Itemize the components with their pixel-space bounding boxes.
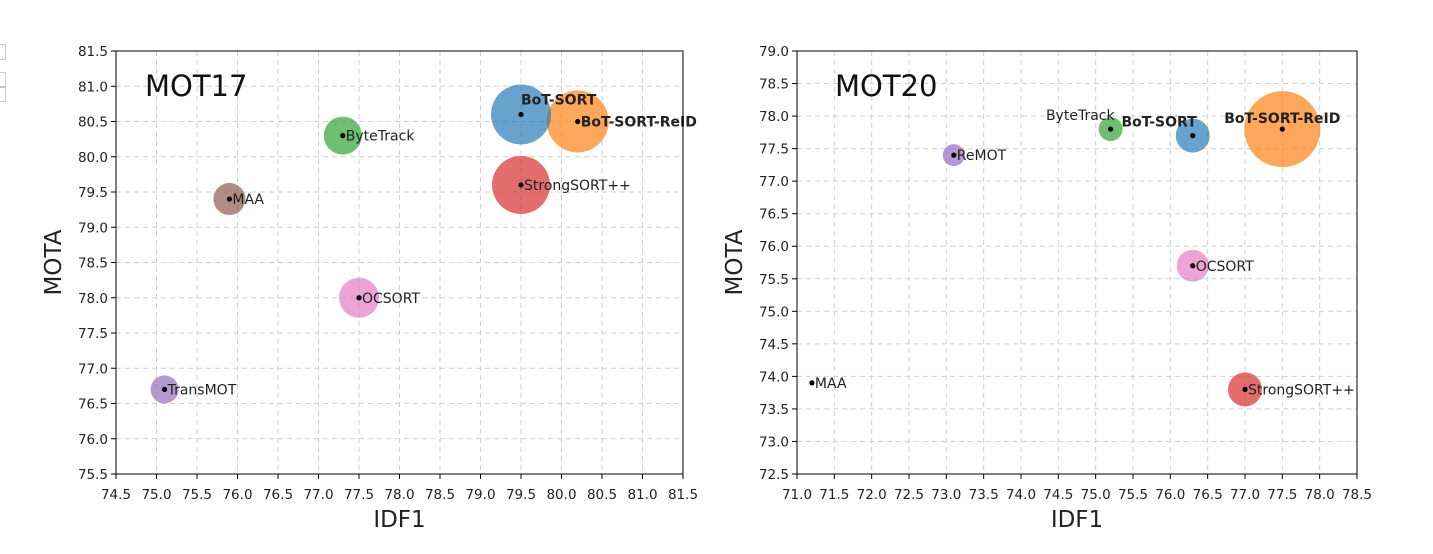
y-tick-label: 79.0 (759, 44, 789, 60)
chart-title: MOT20 (835, 69, 937, 103)
point-label: StrongSORT++ (1248, 382, 1355, 398)
x-tick-label: 80.0 (546, 487, 576, 503)
data-point-marker (340, 133, 346, 139)
y-tick-label: 77.0 (759, 174, 789, 190)
y-tick-label: 81.0 (78, 79, 108, 95)
y-axis-title: MOTA (41, 229, 67, 295)
data-point-marker (162, 386, 168, 392)
y-tick-label: 78.0 (78, 291, 108, 307)
point-label: ByteTrack (1046, 108, 1116, 124)
x-tick-label: 74.5 (1043, 487, 1073, 503)
y-tick-label: 76.0 (759, 239, 789, 255)
x-tick-label: 81.0 (627, 487, 657, 503)
chart-panel-mot20: ByteTrack BoT-SORT BoT-SORT-ReID ReMOT OCSOR… (722, 44, 1372, 533)
x-tick-label: 79.0 (465, 487, 495, 503)
point-label: OCSORT (362, 291, 420, 307)
x-tick-label: 76.5 (1193, 487, 1223, 503)
y-tick-label: 77.5 (759, 142, 789, 158)
x-tick-label: 77.5 (1267, 487, 1297, 503)
data-point-marker (518, 182, 524, 188)
data-point-marker (1279, 126, 1285, 132)
x-tick-label: 72.0 (857, 487, 887, 503)
y-tick-label: 78.0 (759, 109, 789, 125)
y-tick-label: 74.5 (759, 337, 789, 353)
plot-frame (796, 50, 1358, 475)
y-tick-label: 75.5 (78, 467, 108, 483)
y-tick-label: 74.0 (759, 369, 789, 385)
x-tick-label: 76.5 (263, 487, 293, 503)
y-tick-label: 73.5 (759, 402, 789, 418)
y-axis-title: MOTA (722, 229, 748, 295)
x-tick-label: 75.0 (1081, 487, 1111, 503)
x-tick-label: 79.5 (506, 487, 536, 503)
data-point-marker (226, 196, 232, 202)
data-point-marker (575, 118, 581, 125)
point-label: ByteTrack (346, 129, 416, 145)
x-tick-label: 78.5 (1342, 487, 1372, 503)
data-point-marker (518, 111, 524, 118)
data-point-marker (356, 295, 362, 301)
x-axis-title: IDF1 (373, 507, 425, 533)
x-tick-label: 81.5 (668, 487, 698, 503)
point-label: ReMOT (957, 148, 1007, 164)
y-tick-label: 72.5 (759, 467, 789, 483)
chart-panel-mot17: BoT-SORT BoT-SORT-ReID ByteTrack StrongSORT… (41, 44, 698, 533)
x-tick-label: 72.5 (894, 487, 924, 503)
y-tick-label: 76.5 (759, 207, 789, 223)
y-tick-label: 79.5 (78, 185, 108, 201)
point-label: TransMOT (167, 382, 237, 398)
x-tick-label: 75.5 (1118, 487, 1148, 503)
x-tick-label: 74.5 (101, 487, 131, 503)
point-label: BoT-SORT (521, 92, 597, 108)
x-tick-label: 71.5 (819, 487, 849, 503)
point-label: BoT-SORT-ReID (581, 115, 697, 131)
point-label: MAA (815, 376, 847, 392)
x-axis-title: IDF1 (1051, 507, 1103, 533)
x-tick-label: 77.0 (303, 487, 333, 503)
x-tick-label: 77.0 (1230, 487, 1260, 503)
y-tick-label: 78.5 (78, 256, 108, 272)
y-tick-label: 77.0 (78, 361, 108, 377)
point-label: StrongSORT++ (524, 178, 631, 194)
y-tick-label: 75.5 (759, 272, 789, 288)
y-tick-label: 80.5 (78, 115, 108, 131)
data-point-marker (951, 152, 957, 158)
data-point-marker (1108, 126, 1114, 132)
x-tick-label: 77.5 (344, 487, 374, 503)
y-tick-label: 78.5 (759, 77, 789, 93)
x-tick-label: 73.0 (931, 487, 961, 503)
data-point-marker (1242, 386, 1248, 392)
x-tick-label: 80.5 (587, 487, 617, 503)
y-tick-label: 77.5 (78, 326, 108, 342)
x-tick-label: 75.5 (182, 487, 212, 503)
y-tick-label: 76.5 (78, 397, 108, 413)
point-label: MAA (232, 192, 264, 208)
x-tick-label: 73.5 (969, 487, 999, 503)
x-tick-label: 71.0 (782, 487, 812, 503)
edge-marker-middle (0, 72, 6, 88)
data-point-marker (809, 380, 815, 386)
edge-marker-bottom (0, 86, 6, 102)
y-tick-label: 79.0 (78, 220, 108, 236)
x-tick-label: 75.0 (141, 487, 171, 503)
edge-marker-top (0, 44, 6, 60)
x-tick-label: 78.5 (425, 487, 455, 503)
point-label: BoT-SORT (1121, 115, 1197, 131)
data-point-marker (1190, 263, 1196, 269)
x-tick-label: 78.0 (384, 487, 414, 503)
y-tick-label: 73.0 (759, 434, 789, 450)
data-point-marker (1190, 133, 1196, 139)
y-tick-label: 81.5 (78, 44, 108, 60)
point-label: OCSORT (1196, 259, 1254, 275)
y-tick-label: 75.0 (759, 304, 789, 320)
x-tick-label: 74.0 (1006, 487, 1036, 503)
x-tick-label: 76.0 (222, 487, 252, 503)
y-tick-label: 80.0 (78, 150, 108, 166)
x-tick-label: 76.0 (1155, 487, 1185, 503)
point-label: BoT-SORT-ReID (1224, 111, 1340, 127)
chart-title: MOT17 (145, 69, 247, 103)
x-tick-label: 78.0 (1305, 487, 1335, 503)
y-tick-label: 76.0 (78, 432, 108, 448)
